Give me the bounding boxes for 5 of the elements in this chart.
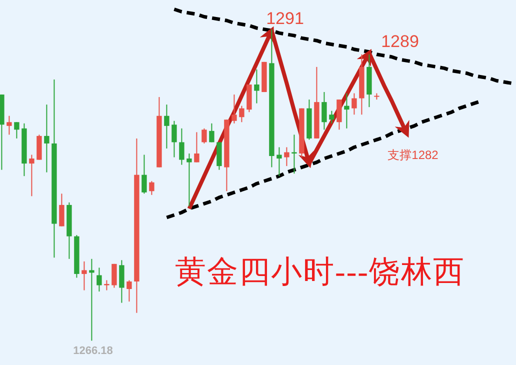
- annotation: 1289: [381, 32, 419, 51]
- text: 1291: [266, 9, 304, 28]
- text: 1266.18: [73, 345, 113, 357]
- annotation: 支撑1282: [388, 148, 439, 162]
- text: 黄金四小时---饶林西: [175, 254, 465, 289]
